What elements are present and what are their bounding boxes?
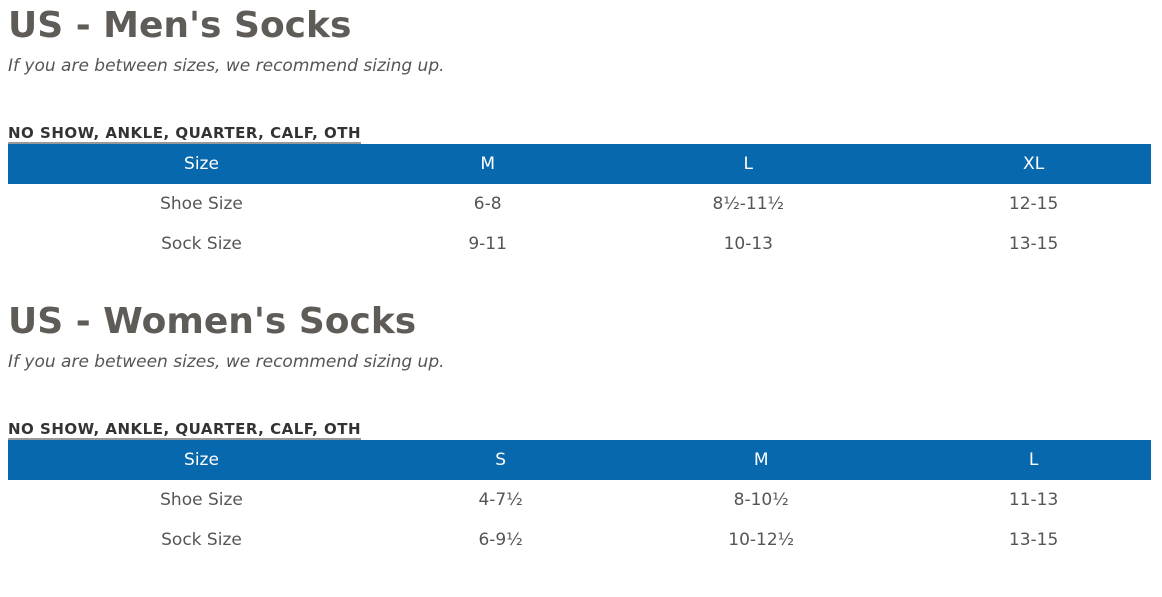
table-row: Shoe Size 6-8 8½-11½ 12-15 [8,184,1151,224]
header-cell: L [916,440,1151,480]
header-row: Size S M L [8,440,1151,480]
header-cell: XL [916,144,1151,184]
table-cell: 6-9½ [478,530,523,550]
table-cell: 11-13 [1008,490,1059,510]
table-row: Sock Size 9-11 10-13 13-15 [8,224,1151,264]
table-cell: 10-13 [723,234,773,254]
section-subtitle: NO SHOW, ANKLE, QUARTER, CALF, OTH [8,124,362,144]
table-cell: Shoe Size [160,194,243,214]
table-cell: 12-15 [1008,194,1059,214]
header-cell: Size [8,440,395,480]
size-table: Size S M L Shoe Size 4-7½ 8-10½ 11-13 Sock Size 6… [8,440,1151,560]
section: US - Women's Socks If you are between siz… [8,300,1151,560]
table-cell: 6-8 [473,194,502,214]
section-note: If you are between sizes, we recommend s… [8,56,445,76]
table-cell: 10-12½ [728,530,795,550]
table-cell: Sock Size [161,234,242,254]
table-cell: 8½-11½ [712,194,785,214]
header-row: Size M L XL [8,144,1151,184]
subtitle-wrap: NO SHOW, ANKLE, QUARTER, CALF, OTH [8,80,1151,144]
table-cell: 9-11 [468,234,507,254]
header-cell: M [606,440,917,480]
section-note: If you are between sizes, we recommend s… [8,352,445,372]
table-row: Shoe Size 4-7½ 8-10½ 11-13 [8,480,1151,520]
table-row: Sock Size 6-9½ 10-12½ 13-15 [8,520,1151,560]
table-cell: 8-10½ [733,490,789,510]
subtitle-wrap: NO SHOW, ANKLE, QUARTER, CALF, OTH [8,376,1151,440]
table-cell: 13-15 [1008,234,1059,254]
table-cell: Shoe Size [160,490,243,510]
table-cell: 4-7½ [478,490,523,510]
header-cell: S [394,440,607,480]
size-table: Size M L XL Shoe Size 6-8 8½-11½ 12-15 Sock Size… [8,144,1151,264]
section-subtitle: NO SHOW, ANKLE, QUARTER, CALF, OTH [8,420,362,440]
section-title: US - Men's Socks [8,5,352,46]
header-cell: M [394,144,581,184]
header-cell: Size [8,144,395,184]
table-cell: 13-15 [1008,530,1059,550]
table-cell: Sock Size [161,530,242,550]
section: US - Men's Socks If you are between sizes… [8,4,1151,264]
header-cell: L [580,144,917,184]
section-title: US - Women's Socks [8,301,417,342]
